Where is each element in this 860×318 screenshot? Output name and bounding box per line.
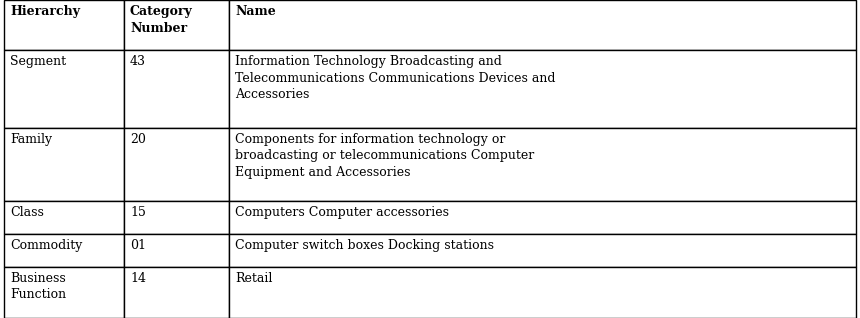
Bar	[4, 50, 124, 128]
Text: 01: 01	[130, 239, 146, 252]
Text: Class: Class	[10, 206, 44, 219]
Bar	[229, 267, 856, 318]
Text: Hierarchy: Hierarchy	[10, 5, 80, 18]
Bar	[124, 128, 229, 201]
Text: Family: Family	[10, 133, 52, 146]
Bar	[4, 201, 124, 234]
Text: Commodity: Commodity	[10, 239, 83, 252]
Text: Components for information technology or
broadcasting or telecommunications Comp: Components for information technology or…	[235, 133, 534, 179]
Text: 14: 14	[130, 272, 146, 285]
Bar	[124, 267, 229, 318]
Bar	[124, 0, 229, 50]
Bar	[4, 234, 124, 267]
Bar	[229, 234, 856, 267]
Text: Segment: Segment	[10, 55, 66, 68]
Text: Retail: Retail	[235, 272, 273, 285]
Bar	[124, 234, 229, 267]
Bar	[229, 128, 856, 201]
Text: 15: 15	[130, 206, 146, 219]
Text: 20: 20	[130, 133, 146, 146]
Bar	[229, 201, 856, 234]
Text: 43: 43	[130, 55, 146, 68]
Bar	[124, 50, 229, 128]
Bar	[229, 50, 856, 128]
Bar	[229, 0, 856, 50]
Text: Computers Computer accessories: Computers Computer accessories	[235, 206, 449, 219]
Text: Category
Number: Category Number	[130, 5, 193, 34]
Bar	[124, 201, 229, 234]
Bar	[4, 267, 124, 318]
Text: Name: Name	[235, 5, 276, 18]
Bar	[4, 128, 124, 201]
Bar	[4, 0, 124, 50]
Text: Business
Function: Business Function	[10, 272, 66, 301]
Text: Information Technology Broadcasting and
Telecommunications Communications Device: Information Technology Broadcasting and …	[235, 55, 556, 101]
Text: Computer switch boxes Docking stations: Computer switch boxes Docking stations	[235, 239, 494, 252]
